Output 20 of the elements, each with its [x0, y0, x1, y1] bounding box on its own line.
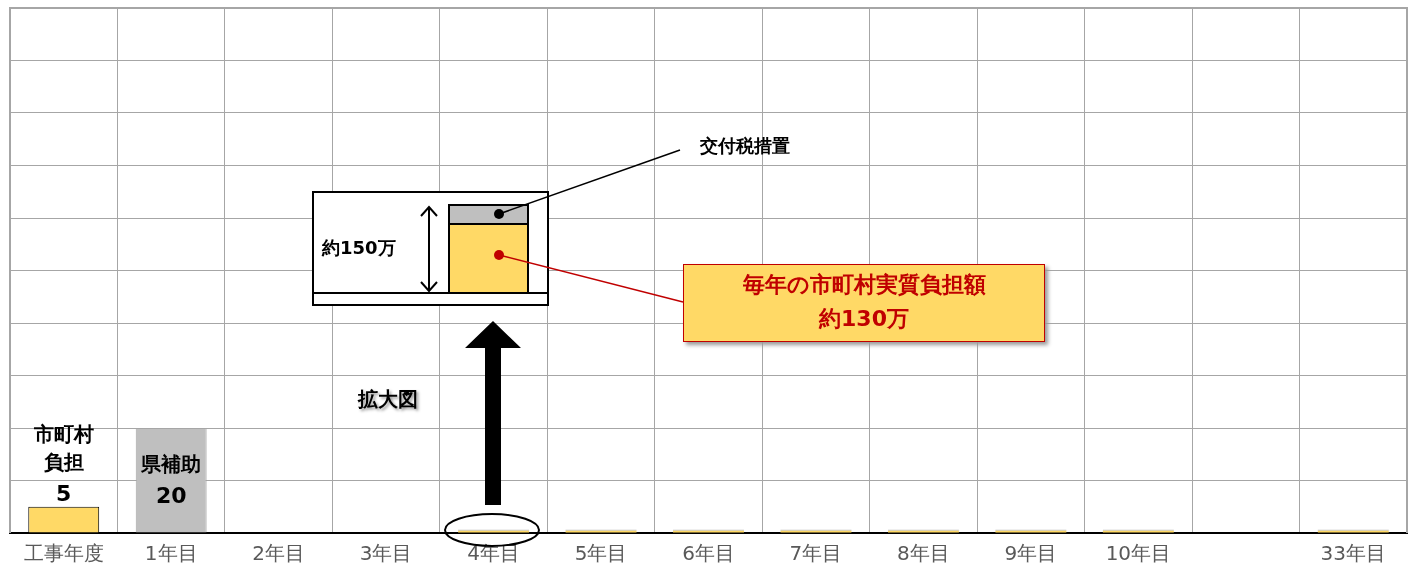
- data-label: 5: [56, 480, 72, 506]
- x-tick-label: 工事年度: [23, 541, 104, 566]
- x-tick-label: 1年目: [144, 541, 198, 566]
- series-label: 市町村負担: [32, 421, 94, 474]
- series-label: 県補助: [140, 452, 202, 476]
- x-tick-label: 8年目: [897, 541, 950, 566]
- x-tick-label: 9年目: [1004, 541, 1058, 566]
- text: 交付税措置: [700, 134, 790, 158]
- x-tick-label: 33年目: [1320, 541, 1386, 566]
- text: 毎年の市町村実質負担額: [741, 271, 987, 299]
- x-tick-label: 6年目: [682, 541, 735, 566]
- text: 約130万: [818, 305, 910, 333]
- x-tick-label: 2年目: [252, 541, 306, 566]
- x-tick-label: 3年目: [359, 541, 413, 566]
- x-tick-label: 10年目: [1105, 541, 1172, 566]
- x-tick-label: 5年目: [574, 541, 628, 566]
- data-label: 20: [155, 483, 187, 508]
- text: 拡大図: [358, 386, 418, 413]
- text: 約150万: [322, 236, 396, 260]
- x-tick-label: 7年目: [789, 541, 843, 566]
